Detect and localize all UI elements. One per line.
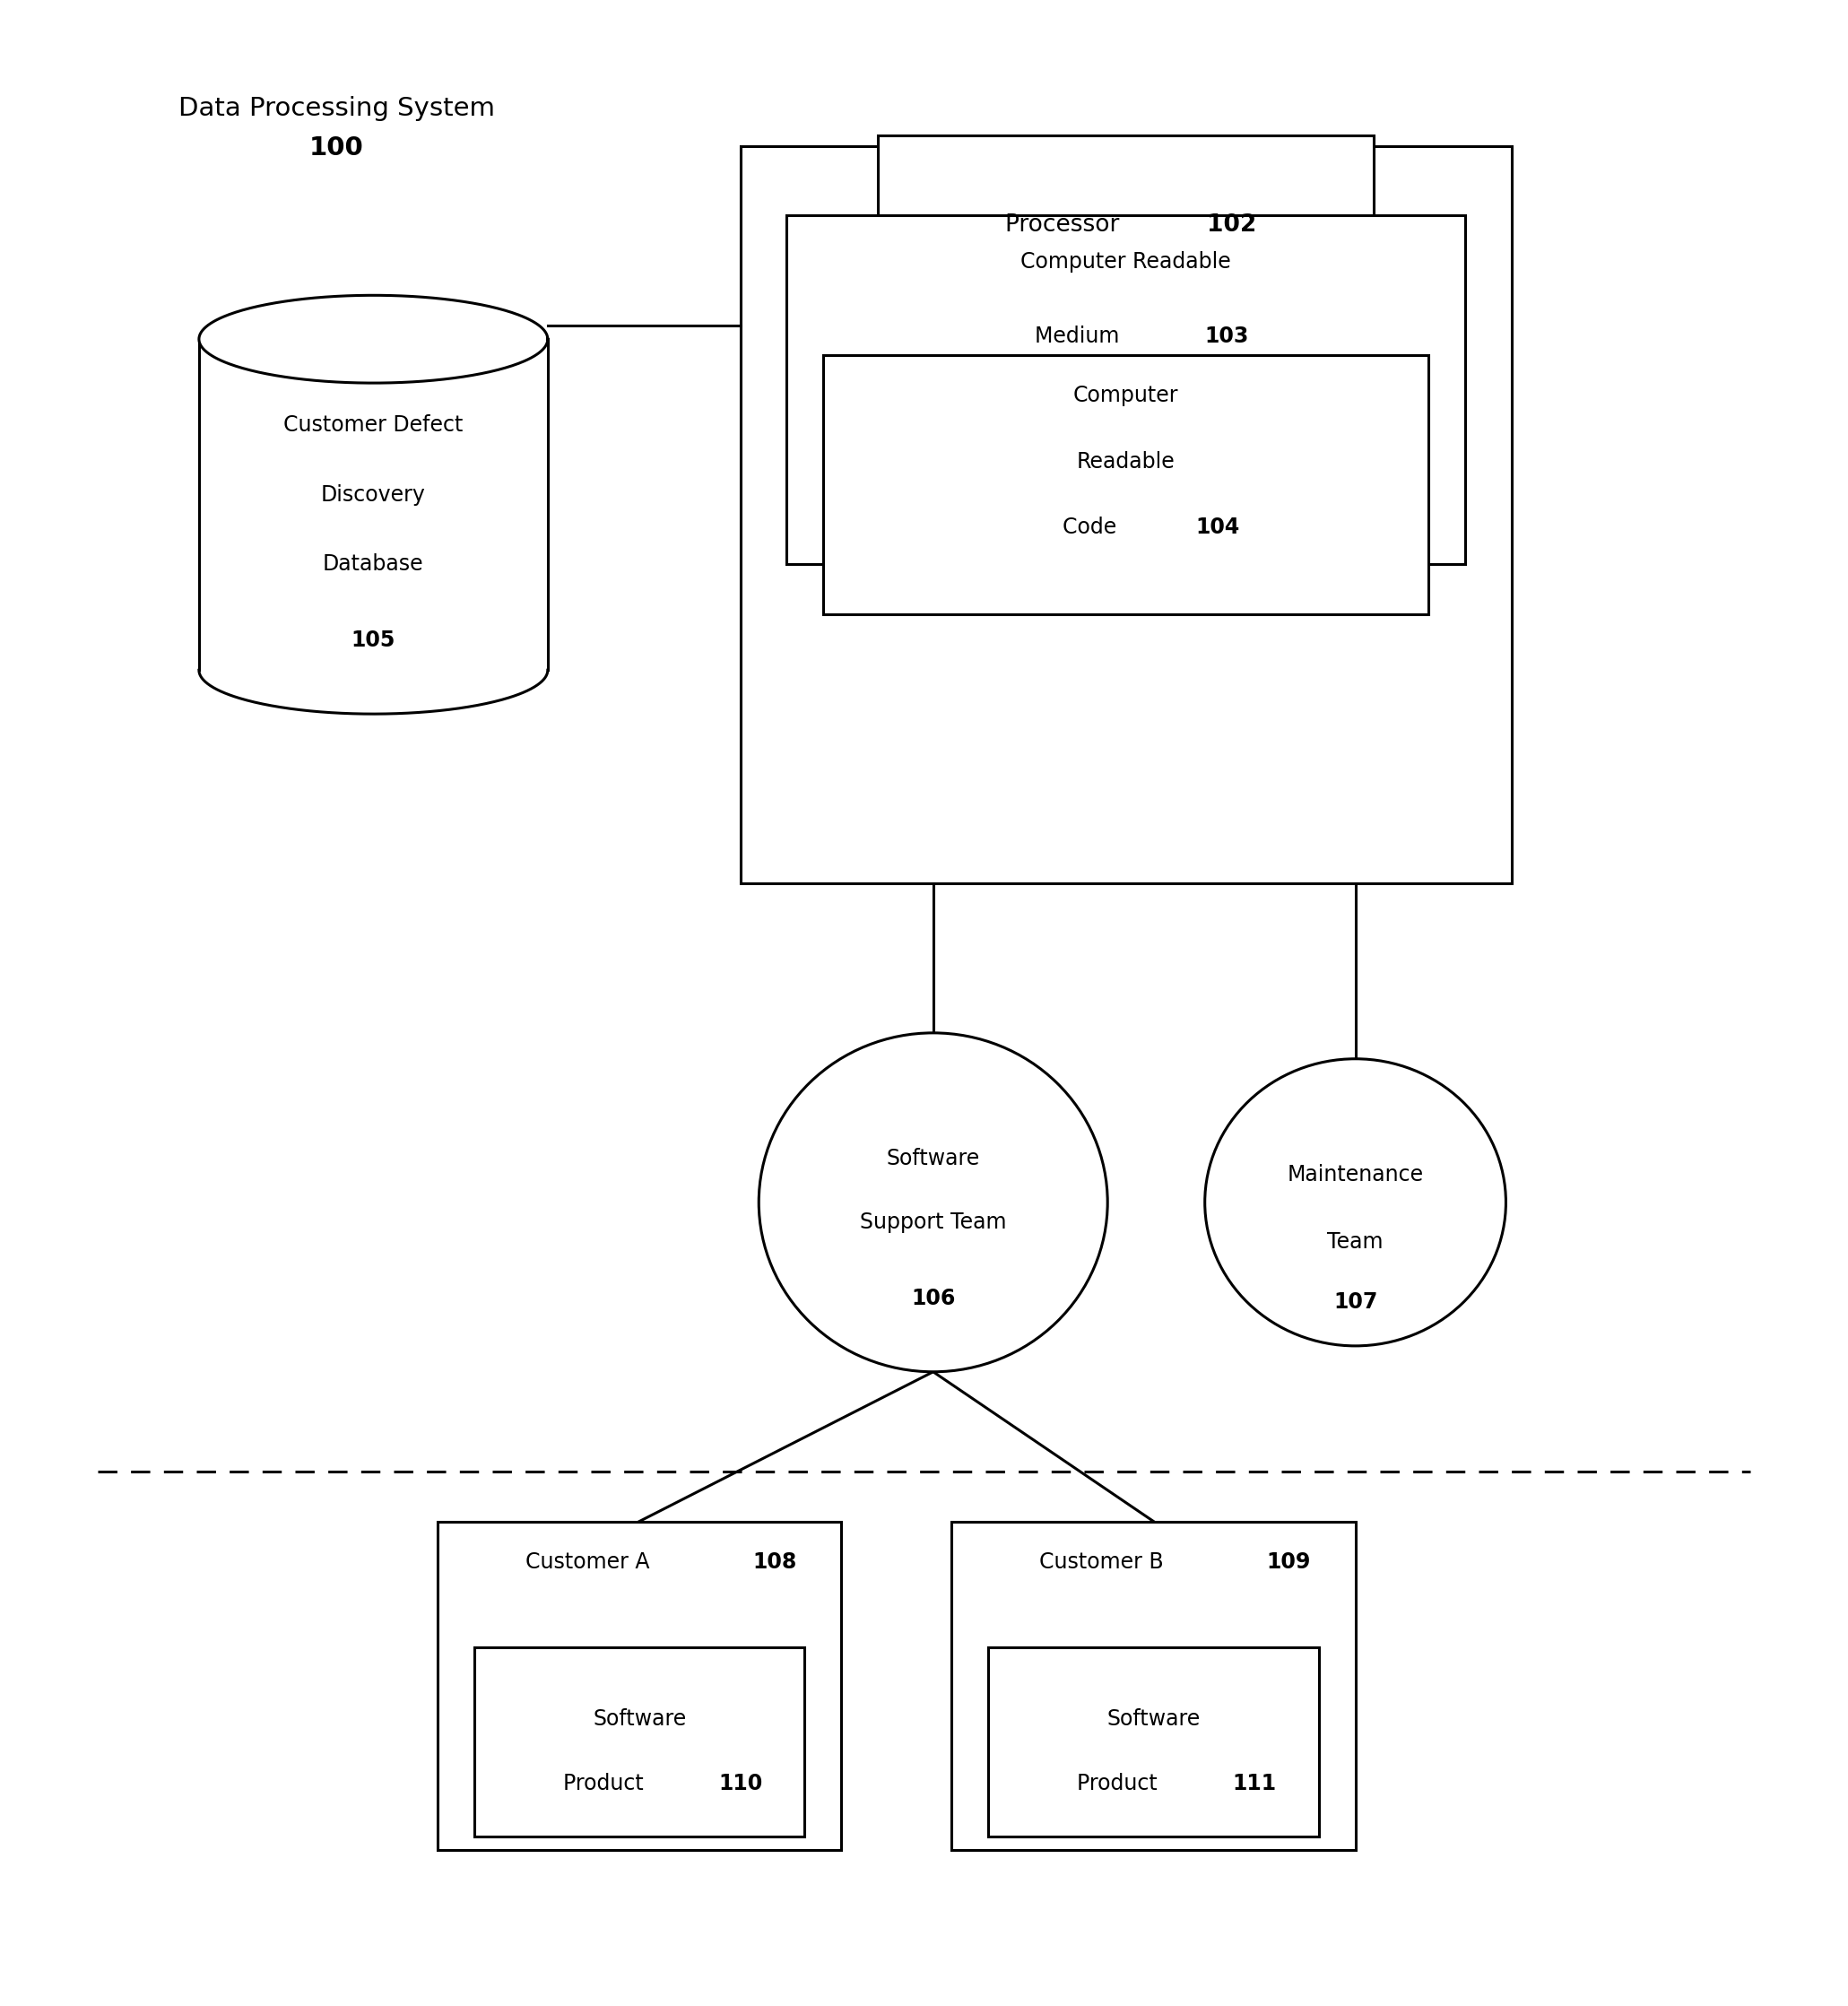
FancyBboxPatch shape <box>475 1647 804 1835</box>
Text: 109: 109 <box>1266 1551 1310 1573</box>
FancyBboxPatch shape <box>822 355 1429 614</box>
Text: Database: Database <box>323 554 423 576</box>
Text: 105: 105 <box>351 630 395 650</box>
FancyBboxPatch shape <box>878 136 1373 315</box>
Text: 108: 108 <box>752 1551 796 1573</box>
Text: Customer B: Customer B <box>1039 1551 1170 1573</box>
Text: Processor: Processor <box>1005 215 1127 237</box>
Text: 106: 106 <box>911 1288 955 1308</box>
Text: 101: 101 <box>1218 191 1268 213</box>
Text: Product: Product <box>1077 1773 1164 1793</box>
Text: 102: 102 <box>1207 215 1257 237</box>
Text: 103: 103 <box>1205 325 1249 347</box>
FancyBboxPatch shape <box>952 1521 1355 1850</box>
FancyBboxPatch shape <box>989 1647 1319 1835</box>
Text: Readable: Readable <box>1077 451 1175 471</box>
Text: Computer Readable: Computer Readable <box>1020 251 1231 273</box>
Text: 107: 107 <box>1332 1292 1377 1312</box>
Text: Support Team: Support Team <box>859 1212 1007 1234</box>
Text: Software: Software <box>593 1709 686 1729</box>
Text: Customer A: Customer A <box>525 1551 656 1573</box>
Text: Team: Team <box>1327 1232 1384 1254</box>
FancyBboxPatch shape <box>787 215 1465 564</box>
Text: Data Processing System: Data Processing System <box>179 96 495 120</box>
Text: Computer: Computer <box>1024 191 1149 213</box>
Text: 100: 100 <box>309 136 364 160</box>
Polygon shape <box>200 295 547 383</box>
Text: Computer: Computer <box>1074 385 1179 407</box>
Text: Software: Software <box>887 1147 979 1169</box>
FancyBboxPatch shape <box>741 146 1512 883</box>
Bar <box>200 295 547 670</box>
Ellipse shape <box>1205 1059 1506 1346</box>
Text: 110: 110 <box>719 1773 763 1793</box>
Text: Maintenance: Maintenance <box>1288 1163 1423 1186</box>
Text: Discovery: Discovery <box>322 483 425 506</box>
Ellipse shape <box>760 1033 1107 1372</box>
Text: Medium: Medium <box>1035 325 1125 347</box>
Text: Software: Software <box>1107 1709 1199 1729</box>
Text: Customer Defect: Customer Defect <box>283 413 464 435</box>
Text: Code: Code <box>1063 518 1124 538</box>
Text: Product: Product <box>564 1773 650 1793</box>
Text: 104: 104 <box>1196 518 1240 538</box>
FancyBboxPatch shape <box>438 1521 841 1850</box>
Text: 111: 111 <box>1233 1773 1277 1793</box>
